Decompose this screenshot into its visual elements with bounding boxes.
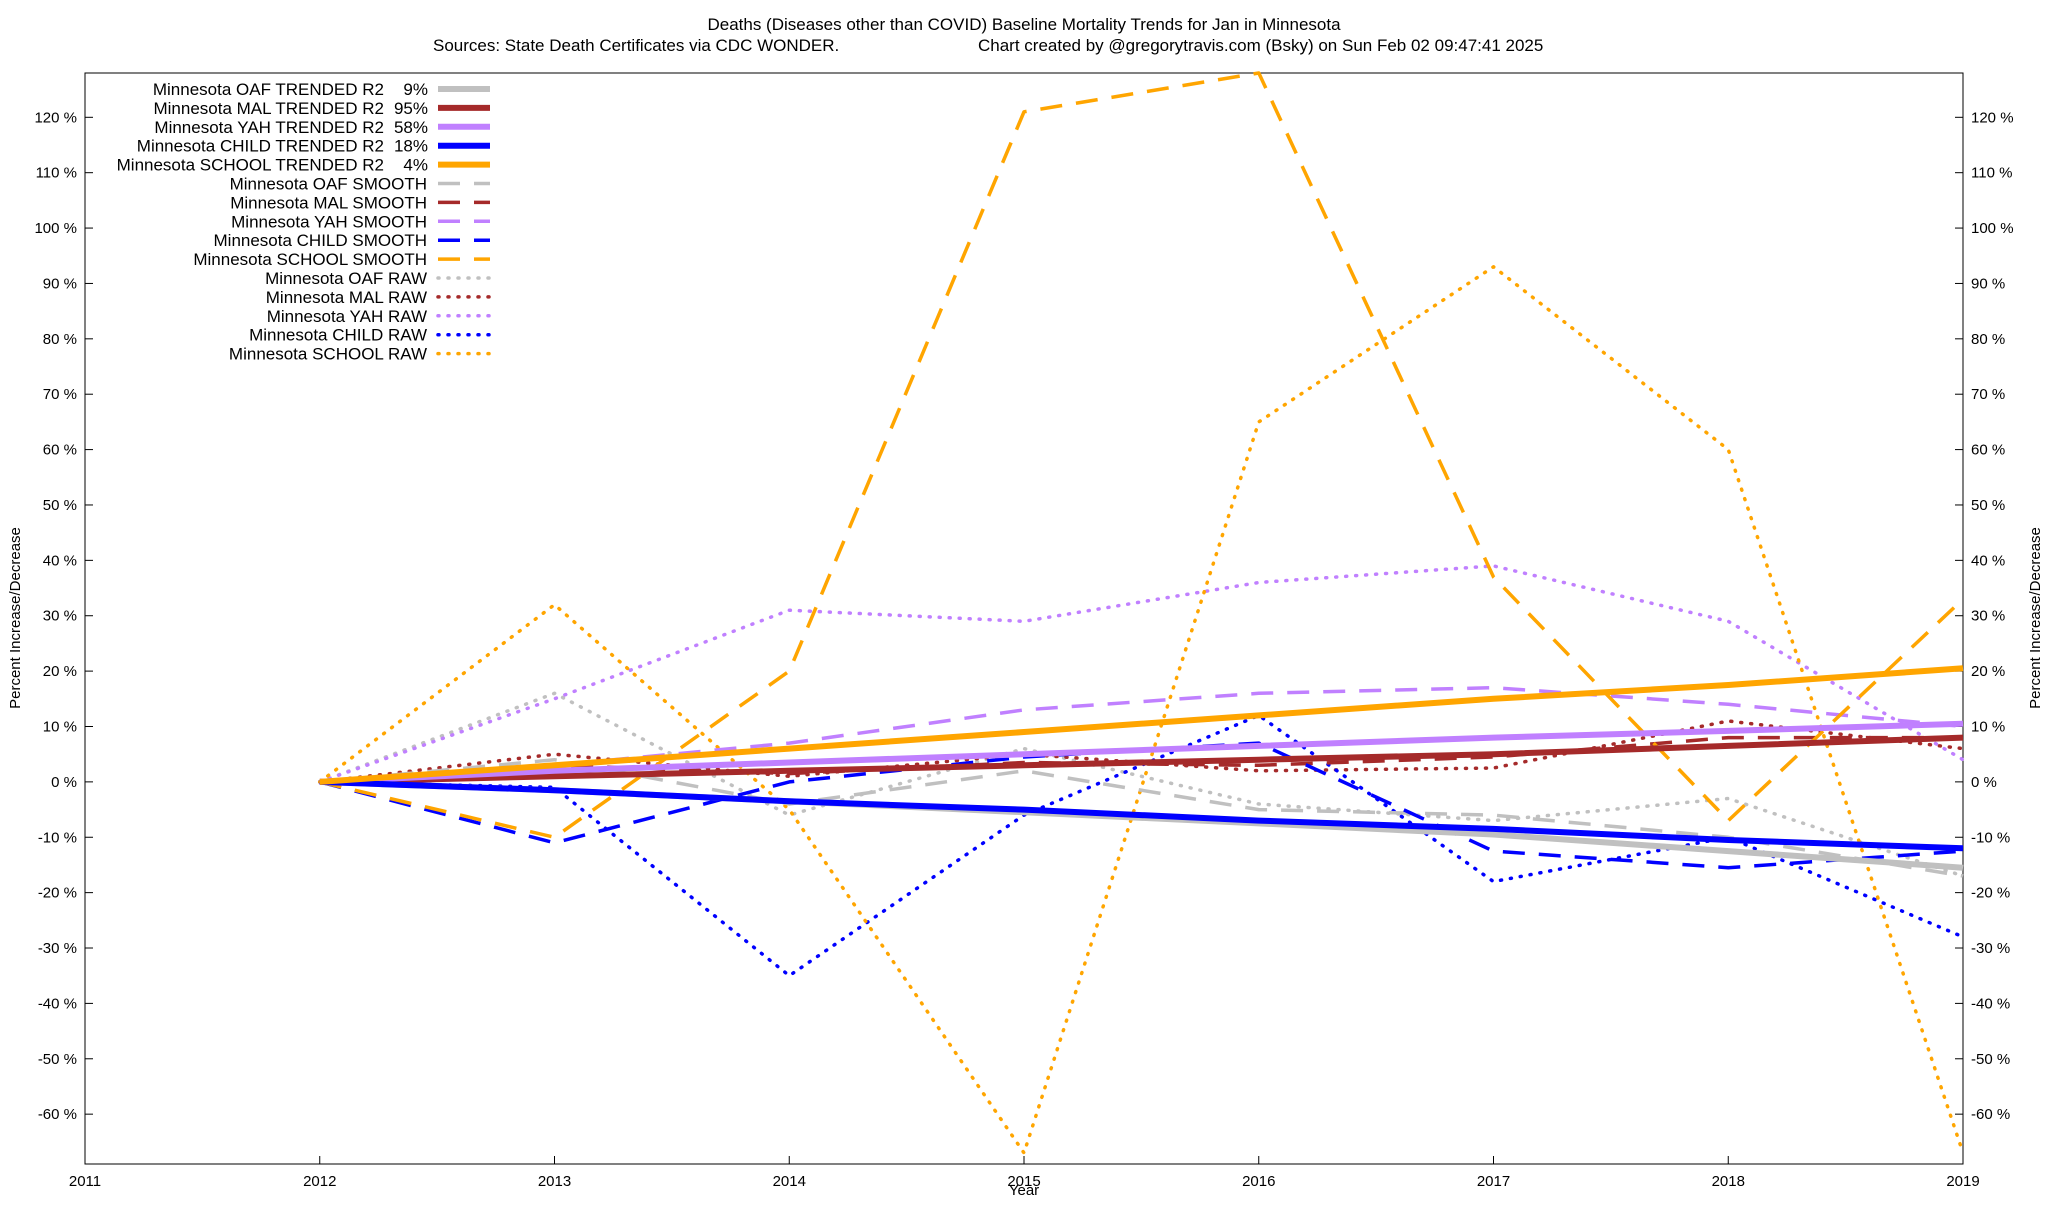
y-tick-label-right: -30 % [1971,940,2010,957]
y-tick-label-right: 110 % [1971,165,2012,182]
y-tick-label-left: -40 % [38,995,77,1012]
legend-label-minnesota-mal-smooth: Minnesota MAL SMOOTH [230,193,427,212]
y-tick-label-right: 120 % [1971,109,2014,126]
chart-title: Deaths (Diseases other than COVID) Basel… [707,15,1341,34]
series-line-minnesota-child-trended-r2 [319,778,1964,852]
y-tick-label-right: 30 % [1971,608,2005,625]
y-tick-label-right: 40 % [1971,552,2005,569]
series-line-minnesota-oaf-trended-r2 [319,778,1964,871]
y-tick-label-left: -50 % [38,1051,77,1068]
x-tick-label: 2017 [1477,1173,1510,1190]
y-tick-label-left: 60 % [43,442,77,459]
series-line-minnesota-mal-trended-r2 [319,734,1964,785]
y-tick-label-right: -40 % [1971,995,2010,1012]
y-tick-label-right: -50 % [1971,1051,2010,1068]
y-tick-label-left: 40 % [43,552,77,569]
series-line-minnesota-school-raw [318,265,1965,1155]
legend-r2-value: 58% [394,118,428,137]
series-line-minnesota-child-raw [318,713,1965,978]
legend-r2-value: 4% [403,156,428,175]
legend-label-minnesota-oaf-raw: Minnesota OAF RAW [265,269,427,288]
legend-label-minnesota-yah-smooth: Minnesota YAH SMOOTH [231,212,427,231]
legend-label-minnesota-mal-raw: Minnesota MAL RAW [266,288,427,307]
y-tick-label-right: -20 % [1971,885,2010,902]
legend-label-minnesota-yah-raw: Minnesota YAH RAW [267,307,427,326]
x-tick-label: 2012 [303,1173,336,1190]
y-tick-label-left: 110 % [36,165,77,182]
y-tick-label-left: 10 % [43,718,77,735]
y-tick-label-left: 120 % [34,109,77,126]
series-line-minnesota-school-trended-r2 [319,665,1964,785]
legend-label-minnesota-oaf-smooth: Minnesota OAF SMOOTH [230,175,427,194]
y-tick-label-left: -60 % [38,1106,77,1123]
chart-subtitle-credit: Chart created by @gregorytravis.com (Bsk… [978,36,1543,55]
series-line-minnesota-oaf-raw [318,691,1965,878]
series-line-minnesota-school-smooth [319,71,1965,840]
legend-label-minnesota-school-trended-r2: Minnesota SCHOOL TRENDED R2 [117,156,384,175]
y-axis-title-left: Percent Increase/Decrease [7,527,24,709]
y-axis-title-right: Percent Increase/Decrease [2027,527,2044,709]
legend-r2-value: 18% [394,137,428,156]
y-tick-label-right: 50 % [1971,497,2005,514]
legend-label-minnesota-mal-trended-r2: Minnesota MAL TRENDED R2 [153,99,384,118]
y-tick-label-left: 100 % [34,220,77,237]
series-line-minnesota-oaf-smooth [319,757,1964,878]
ticks-layer: 120 % 120 % 110 % 110 % 100 % 100 % 90 % 90 % 80… [34,109,2013,1190]
series-line-minnesota-yah-trended-r2 [319,720,1964,785]
legend-label-minnesota-child-smooth: Minnesota CHILD SMOOTH [214,231,428,250]
y-tick-label-left: 0 % [51,774,77,791]
y-tick-label-left: 50 % [43,497,77,514]
legend-label-minnesota-child-trended-r2: Minnesota CHILD TRENDED R2 [137,137,384,156]
series-layer [318,71,1965,1155]
y-tick-label-right: 20 % [1971,663,2005,680]
series-line-minnesota-yah-raw [318,564,1965,784]
legend-r2-value: 9% [403,80,428,99]
x-tick-label: 2014 [773,1173,806,1190]
legend-label-minnesota-child-raw: Minnesota CHILD RAW [249,326,427,345]
y-tick-label-right: 70 % [1971,386,2005,403]
legend: Minnesota OAF TRENDED R2 9% Minnesota MAL … [117,80,492,364]
y-tick-label-left: 80 % [43,331,77,348]
x-tick-label: 2011 [69,1173,101,1190]
series-line-minnesota-mal-smooth [319,735,1963,784]
legend-r2-value: 95% [394,99,428,118]
x-axis-title: Year [1009,1182,1039,1199]
y-tick-label-left: -10 % [38,829,77,846]
x-tick-label: 2015 [1007,1173,1040,1190]
y-tick-label-left: -20 % [38,885,77,902]
legend-label-minnesota-oaf-trended-r2: Minnesota OAF TRENDED R2 [153,80,384,99]
y-tick-label-right: 80 % [1971,331,2005,348]
series-line-minnesota-yah-smooth [319,685,1964,784]
y-tick-label-right: 0 % [1971,774,1997,791]
chart-subtitle-sources: Sources: State Death Certificates via CD… [433,36,839,55]
x-tick-label: 2019 [1946,1173,1979,1190]
legend-label-minnesota-yah-trended-r2: Minnesota YAH TRENDED R2 [154,118,384,137]
y-tick-label-left: -30 % [38,940,77,957]
y-tick-label-left: 70 % [43,386,77,403]
x-tick-label: 2016 [1242,1173,1275,1190]
legend-label-minnesota-school-raw: Minnesota SCHOOL RAW [229,345,427,364]
y-tick-label-right: -60 % [1971,1106,2010,1123]
legend-label-minnesota-school-smooth: Minnesota SCHOOL SMOOTH [193,250,427,269]
x-tick-label: 2013 [538,1173,571,1190]
y-tick-label-left: 90 % [43,275,77,292]
y-tick-label-right: 90 % [1971,275,2005,292]
x-tick-label: 2018 [1712,1173,1745,1190]
y-tick-label-right: -10 % [1971,829,2010,846]
y-tick-label-left: 20 % [43,663,77,680]
y-tick-label-right: 10 % [1971,718,2005,735]
y-tick-label-right: 60 % [1971,442,2005,459]
y-tick-label-right: 100 % [1971,220,2014,237]
y-tick-label-left: 30 % [43,608,77,625]
